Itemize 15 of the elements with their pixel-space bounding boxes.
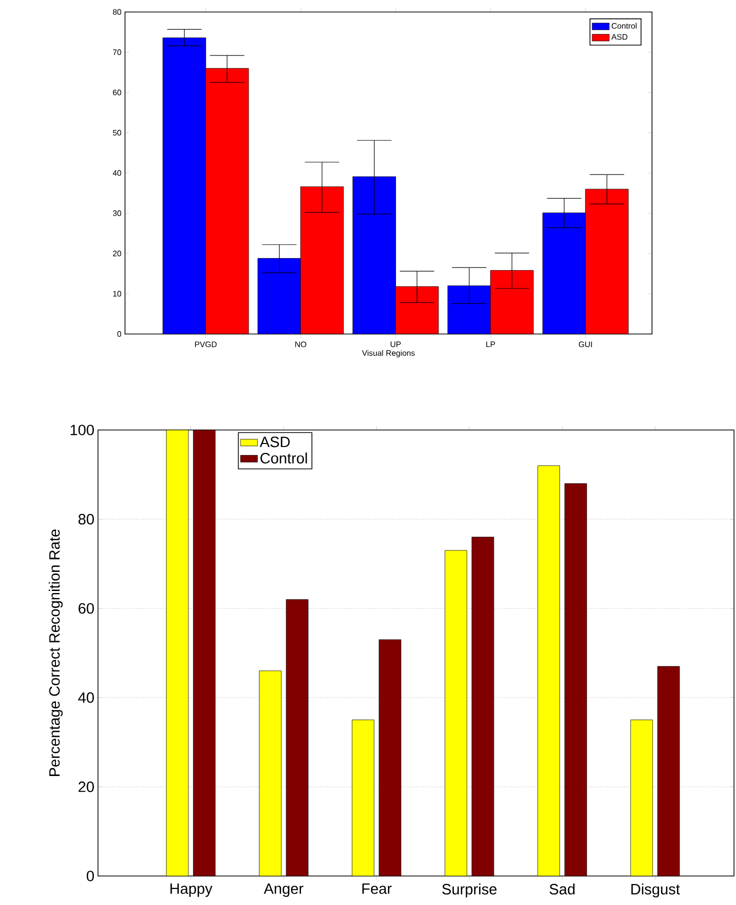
legend-label: Control [260,452,307,464]
y-tick-label: 40 [78,692,94,703]
y-tick-label: 0 [86,870,94,882]
x-tick-label: Happy [170,884,212,897]
legend-label: ASD [260,436,290,448]
y-tick-label: 80 [78,514,94,524]
x-tick-label: Disgust [631,884,680,898]
y-tick-label: 100 [70,424,94,436]
x-tick-label: Sad [550,884,575,894]
x-tick-label: Fear [362,884,392,894]
y-axis-title: Percentage Correct Recognition Rate [48,530,63,776]
x-tick-label: Anger [264,884,304,897]
y-tick-label: 60 [78,603,94,614]
y-tick-label: 20 [78,781,94,792]
x-tick-label: Surprise [442,884,497,898]
